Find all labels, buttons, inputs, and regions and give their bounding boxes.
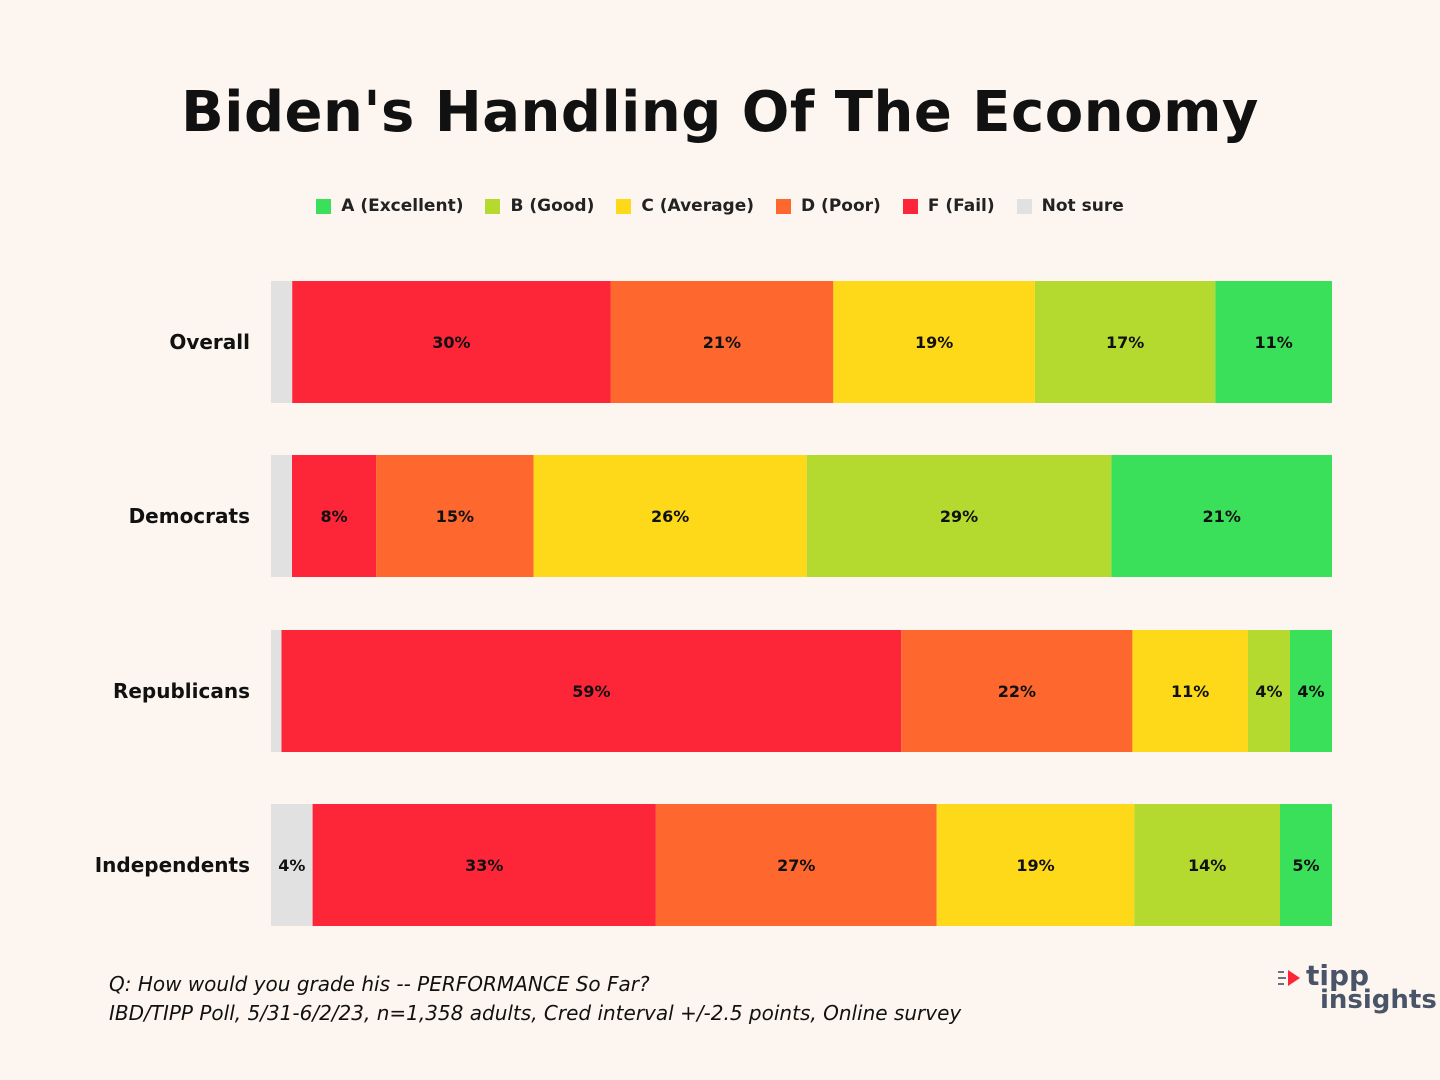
data-label: 15% — [436, 507, 474, 526]
legend-label-fail: F (Fail) — [927, 196, 995, 216]
logo-arrow-icon — [1278, 970, 1300, 986]
legend-item-good: B (Good) — [485, 196, 594, 216]
bar-segment-f-fail — [281, 630, 902, 752]
bar-segment-a-excellent — [1279, 804, 1332, 926]
data-label: 11% — [1254, 333, 1292, 352]
bar-segment-a-excellent — [1215, 281, 1332, 403]
bar-row-overall: Overall 30% 21% 19% 17% 11% — [169, 281, 1332, 403]
data-label: 5% — [1292, 856, 1319, 875]
logo-text-insights: insights — [1320, 985, 1437, 1015]
bar-segment-f-fail — [292, 455, 377, 577]
data-label: 19% — [915, 333, 953, 352]
data-label: 27% — [777, 856, 815, 875]
bar-segment-not-sure — [271, 281, 293, 403]
data-label: 8% — [320, 507, 347, 526]
data-label: 59% — [572, 682, 610, 701]
footer-source: IBD/TIPP Poll, 5/31-6/2/23, n=1,358 adul… — [109, 1001, 962, 1025]
data-label: 22% — [998, 682, 1036, 701]
data-label: 30% — [432, 333, 470, 352]
data-label: 29% — [940, 507, 978, 526]
bar-segment-f-fail — [312, 804, 656, 926]
category-label: Overall — [169, 330, 250, 354]
bar-segment-b-good — [1034, 281, 1216, 403]
data-label: 26% — [651, 507, 689, 526]
bar-segment-c-average — [936, 804, 1135, 926]
legend-swatch-average — [616, 198, 632, 214]
bar-segment-not-sure — [271, 804, 313, 926]
legend-item-poor: D (Poor) — [776, 196, 881, 216]
bar-segment-f-fail — [292, 281, 611, 403]
bar-segment-not-sure — [271, 630, 282, 752]
data-label: 14% — [1188, 856, 1226, 875]
data-label: 4% — [1255, 682, 1282, 701]
data-label: 21% — [1203, 507, 1241, 526]
bar-segment-not-sure — [271, 455, 293, 577]
category-label: Republicans — [113, 679, 250, 703]
legend-swatch-excellent — [316, 198, 332, 214]
legend-item-excellent: A (Excellent) — [316, 196, 463, 216]
bar-segment-d-poor — [610, 281, 834, 403]
legend-swatch-good — [485, 198, 501, 214]
legend-label-poor: D (Poor) — [801, 196, 881, 216]
legend-label-not-sure: Not sure — [1041, 196, 1124, 216]
bar-row-republicans: Republicans 59% 22% 11% 4% 4% — [113, 630, 1332, 752]
data-label: 4% — [1297, 682, 1324, 701]
category-label: Independents — [95, 853, 250, 877]
category-label: Democrats — [129, 504, 250, 528]
chart-footer: Q: How would you grade his -- PERFORMANC… — [109, 970, 961, 1028]
legend-swatch-not-sure — [1016, 198, 1032, 214]
data-label: 17% — [1106, 333, 1144, 352]
legend-item-average: C (Average) — [616, 196, 754, 216]
data-label: 33% — [465, 856, 503, 875]
bar-row-democrats: Democrats 8% 15% 26% 29% 21% — [129, 455, 1332, 577]
bar-segment-c-average — [1132, 630, 1248, 752]
legend-swatch-poor — [776, 198, 792, 214]
footer-question: Q: How would you grade his -- PERFORMANC… — [109, 972, 650, 996]
bar-segment-d-poor — [376, 455, 534, 577]
bar-segment-c-average — [833, 281, 1035, 403]
bar-segment-a-excellent — [1111, 455, 1332, 577]
data-label: 4% — [278, 856, 305, 875]
bar-segment-a-excellent — [1289, 630, 1332, 752]
bar-segment-b-good — [806, 455, 1112, 577]
chart-title: Biden's Handling Of The Economy — [181, 80, 1259, 145]
data-label: 21% — [703, 333, 741, 352]
legend-swatch-fail — [902, 198, 918, 214]
bar-row-independents: Independents 4% 33% 27% 19% 14% 5% — [95, 804, 1332, 926]
bar-segment-d-poor — [901, 630, 1133, 752]
legend-item-fail: F (Fail) — [902, 196, 995, 216]
bar-segment-b-good — [1134, 804, 1280, 926]
legend: A (Excellent) B (Good) C (Average) D (Po… — [0, 196, 1440, 216]
logo-text-tipp: tipp — [1306, 959, 1370, 992]
legend-label-excellent: A (Excellent) — [341, 196, 464, 216]
bar-segment-d-poor — [655, 804, 937, 926]
legend-label-good: B (Good) — [510, 196, 595, 216]
tipp-insights-logo: tipp insights — [1278, 959, 1437, 1022]
legend-item-not-sure: Not sure — [1016, 196, 1124, 216]
legend-label-average: C (Average) — [641, 196, 755, 216]
data-label: 11% — [1171, 682, 1209, 701]
bar-segment-c-average — [533, 455, 807, 577]
data-label: 19% — [1016, 856, 1054, 875]
bar-segment-b-good — [1247, 630, 1290, 752]
